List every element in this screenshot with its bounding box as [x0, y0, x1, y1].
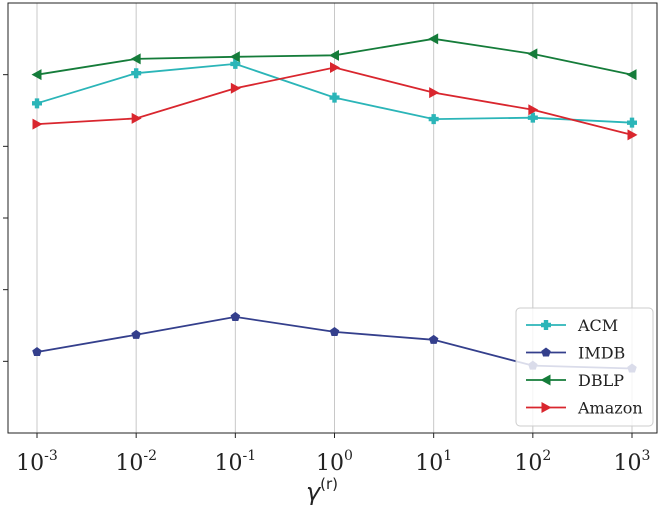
legend-item-dblp: DBLP	[526, 371, 624, 390]
data-point	[428, 114, 439, 125]
legend-item-amazon: Amazon	[526, 399, 643, 418]
legend-marker	[540, 374, 551, 386]
x-tick-label: 10-3	[16, 448, 58, 476]
data-point	[627, 129, 638, 141]
data-point	[131, 68, 142, 79]
legend-item-imdb: IMDB	[526, 344, 625, 363]
data-point	[131, 112, 142, 124]
data-point	[230, 311, 241, 321]
data-point	[330, 62, 340, 73]
x-tick-label: 102	[514, 448, 551, 476]
x-axis-label: γ(r)	[306, 475, 338, 506]
data-point	[229, 51, 240, 63]
legend-label: IMDB	[578, 344, 625, 363]
legend: ACM IMDB DBLP Amazon	[515, 307, 654, 427]
data-point	[428, 334, 439, 344]
y-axis	[3, 74, 8, 362]
data-point	[32, 98, 42, 109]
data-point	[627, 117, 637, 128]
data-point	[130, 53, 141, 65]
data-point	[230, 58, 241, 69]
data-point	[32, 347, 42, 357]
data-point	[329, 326, 340, 336]
x-tick-label: 101	[415, 448, 452, 476]
data-point	[329, 92, 340, 103]
legend-marker	[541, 347, 551, 357]
data-point	[626, 69, 637, 81]
data-point	[428, 33, 439, 45]
x-tick-label: 103	[614, 448, 651, 476]
x-axis: 10-3 10-2 10-1 100 101 102 103	[16, 433, 650, 476]
x-tick-label: 10-1	[215, 448, 257, 476]
legend-item-acm: ACM	[526, 316, 618, 335]
legend-box	[515, 307, 654, 427]
legend-marker	[541, 320, 551, 330]
data-point	[429, 87, 440, 99]
legend-label: ACM	[577, 316, 618, 335]
x-tick-label: 10-2	[115, 448, 157, 476]
data-point	[528, 104, 539, 116]
series-amazon	[32, 62, 638, 141]
data-point	[527, 48, 538, 60]
series-acm	[32, 58, 637, 128]
legend-label: DBLP	[578, 371, 624, 390]
legend-marker	[541, 402, 552, 413]
data-point	[131, 329, 141, 339]
data-point	[329, 49, 339, 61]
series-dblp	[31, 33, 637, 81]
data-point	[230, 82, 241, 94]
data-point	[527, 112, 538, 123]
legend-label: Amazon	[577, 399, 643, 418]
x-tick-label: 100	[316, 448, 353, 476]
data-point	[32, 118, 43, 130]
data-point	[31, 69, 42, 81]
